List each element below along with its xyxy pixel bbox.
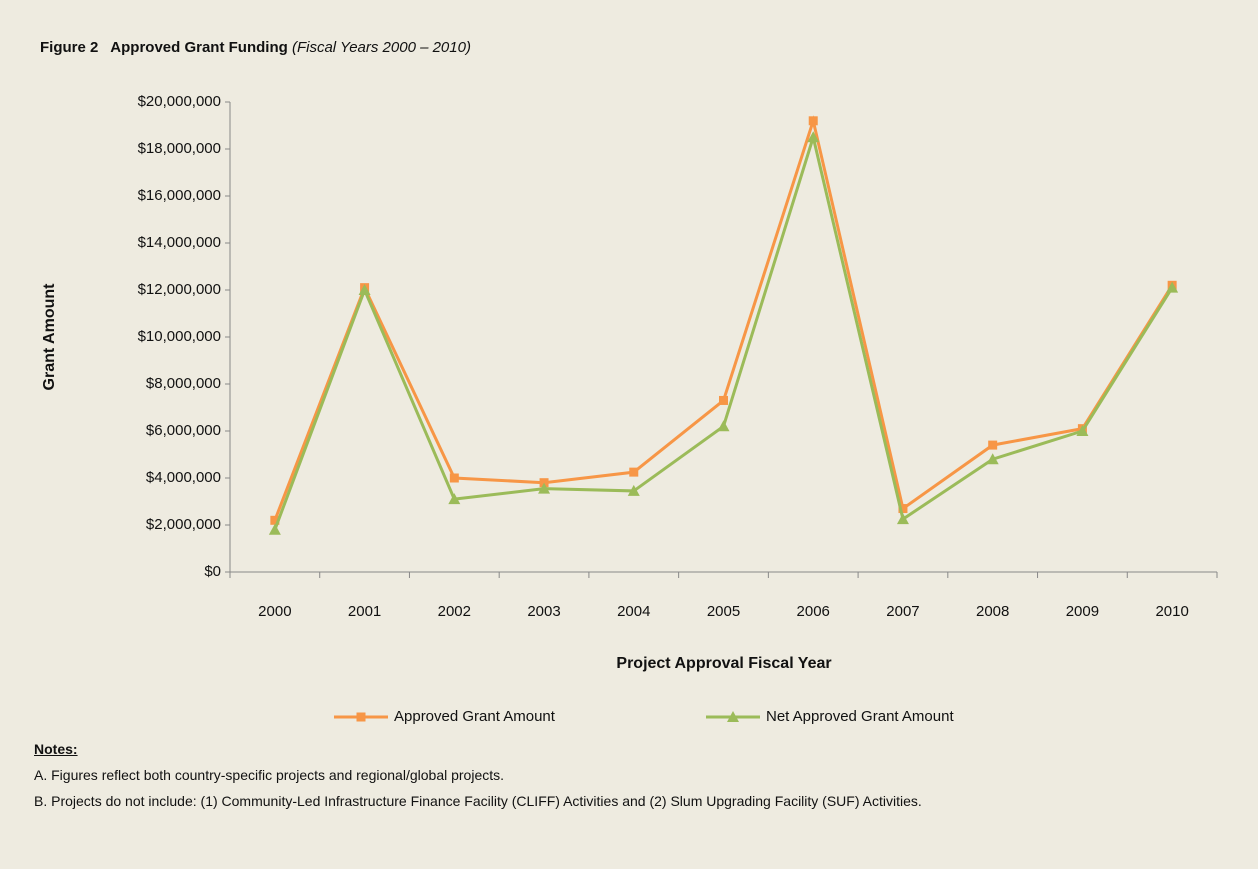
marker (896, 513, 909, 525)
legend-label: Net Approved Grant Amount (766, 708, 954, 725)
x-tick-label: 2007 (886, 603, 919, 620)
y-tick-label: $8,000,000 (146, 375, 221, 392)
x-tick-label: 2000 (258, 603, 291, 620)
marker (356, 712, 366, 722)
x-tick-label: 2010 (1155, 603, 1188, 620)
y-tick-label: $10,000,000 (138, 328, 221, 345)
y-axis-label: Grant Amount (41, 283, 58, 391)
marker (988, 440, 998, 450)
series-line (273, 115, 1174, 521)
series-line (273, 131, 1174, 531)
y-tick-label: $20,000,000 (138, 93, 221, 110)
marker (629, 467, 639, 477)
x-tick-label: 2008 (976, 603, 1009, 620)
subtitle: (Fiscal Years 2000 – 2010) (292, 39, 471, 56)
marker (986, 453, 999, 465)
marker (1166, 281, 1179, 293)
marker (627, 484, 640, 496)
y-tick-label: $2,000,000 (146, 516, 221, 533)
x-tick-label: 2004 (617, 603, 650, 620)
y-tick-label: $12,000,000 (138, 281, 221, 298)
y-tick-label: $0 (204, 563, 221, 580)
y-tick-label: $14,000,000 (138, 234, 221, 251)
marker (717, 420, 730, 432)
y-tick-label: $18,000,000 (138, 140, 221, 157)
marker (808, 116, 818, 126)
marker (1076, 425, 1089, 436)
note: B. Projects do not include: (1) Communit… (34, 793, 922, 809)
x-tick-label: 2005 (707, 603, 740, 620)
note: A. Figures reflect both country-specific… (34, 767, 505, 783)
x-axis-label: Project Approval Fiscal Year (616, 655, 831, 672)
marker (449, 473, 459, 483)
x-tick-label: 2006 (797, 603, 830, 620)
x-tick-label: 2002 (438, 603, 471, 620)
notes-heading: Notes: (34, 741, 78, 757)
marker (268, 523, 281, 535)
marker (448, 493, 461, 505)
marker (358, 284, 371, 295)
marker (807, 131, 820, 143)
marker (898, 504, 908, 514)
y-tick-label: $4,000,000 (146, 469, 221, 486)
marker (719, 395, 728, 405)
legend-label: Approved Grant Amount (394, 708, 556, 725)
chart: Figure 2 Approved Grant Funding (Fiscal … (40, 39, 1218, 725)
notes: Notes: A. Figures reflect both country-s… (34, 738, 1214, 816)
marker (727, 711, 739, 722)
marker (270, 515, 280, 525)
x-tick-label: 2003 (527, 603, 560, 620)
y-tick-label: $16,000,000 (138, 187, 221, 204)
title: Figure 2 Approved Grant Funding (40, 39, 288, 56)
x-tick-label: 2009 (1066, 603, 1099, 620)
y-tick-label: $6,000,000 (146, 422, 221, 439)
chart-title: Figure 2 Approved Grant Funding (Fiscal … (40, 39, 471, 56)
marker (538, 482, 551, 494)
x-tick-label: 2001 (348, 603, 381, 620)
